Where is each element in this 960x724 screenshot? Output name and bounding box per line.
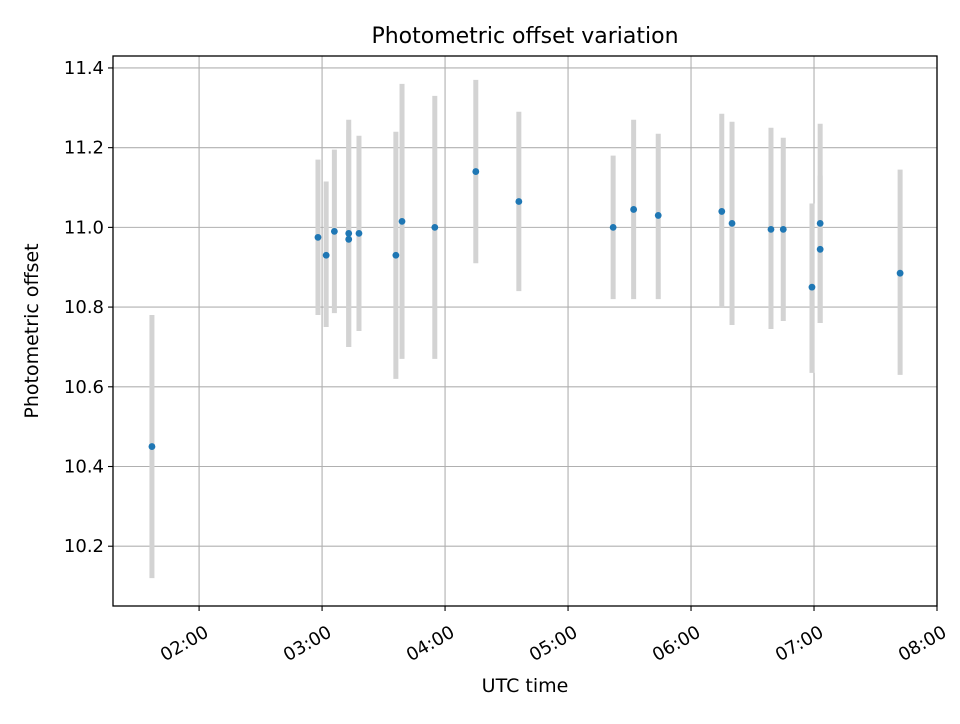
data-point bbox=[148, 443, 156, 450]
data-point bbox=[398, 217, 406, 225]
data-point bbox=[330, 227, 338, 235]
data-point bbox=[630, 206, 638, 213]
data-point bbox=[392, 251, 400, 259]
x-tick-label: 08:00 bbox=[895, 622, 950, 666]
data-point bbox=[322, 251, 330, 259]
y-axis-label: Photometric offset bbox=[21, 243, 43, 418]
data-point bbox=[609, 223, 617, 231]
data-point bbox=[728, 219, 736, 227]
data-point bbox=[779, 225, 787, 233]
x-tick-label: 05:00 bbox=[526, 622, 581, 666]
data-point bbox=[345, 235, 353, 243]
data-point bbox=[718, 208, 726, 215]
y-tick-label: 10.4 bbox=[64, 457, 104, 478]
data-point bbox=[472, 168, 480, 175]
data-point bbox=[816, 219, 824, 227]
y-tick-label: 11.0 bbox=[64, 217, 104, 238]
data-point bbox=[431, 223, 439, 231]
data-point bbox=[654, 212, 662, 219]
y-tick-label: 10.6 bbox=[64, 377, 104, 398]
data-point bbox=[896, 269, 904, 277]
x-tick-label: 02:00 bbox=[157, 622, 212, 666]
data-point bbox=[767, 225, 775, 233]
data-point bbox=[515, 198, 523, 205]
x-tick-label: 06:00 bbox=[649, 622, 704, 666]
data-point bbox=[816, 245, 824, 253]
x-tick-label: 03:00 bbox=[280, 622, 335, 666]
data-points bbox=[148, 168, 904, 450]
data-point bbox=[345, 229, 353, 237]
y-tick-label: 11.4 bbox=[64, 58, 104, 79]
data-point bbox=[314, 233, 322, 241]
chart-title: Photometric offset variation bbox=[371, 24, 678, 49]
axis-ticks: 02:00 03:00 04:00 05:00 06:00 07:00 08:00 10.2 1… bbox=[64, 58, 950, 666]
y-tick-label: 10.2 bbox=[64, 536, 104, 557]
y-tick-label: 11.2 bbox=[64, 138, 104, 159]
data-point bbox=[355, 229, 363, 237]
x-tick-label: 07:00 bbox=[772, 622, 827, 666]
x-axis-label: UTC time bbox=[482, 675, 569, 697]
plot-area-frame bbox=[112, 55, 938, 607]
error-bars bbox=[149, 79, 903, 579]
data-point bbox=[808, 283, 816, 291]
x-tick-label: 04:00 bbox=[403, 622, 458, 666]
y-tick-label: 10.8 bbox=[64, 297, 104, 318]
